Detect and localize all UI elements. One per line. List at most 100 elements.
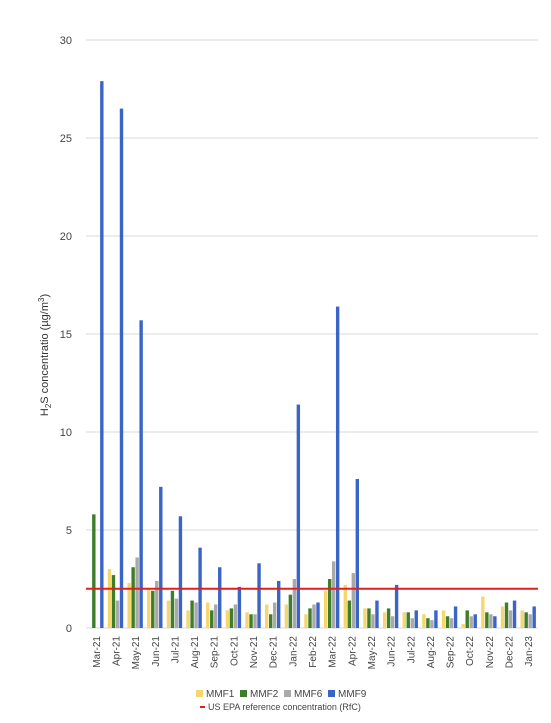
bar-mmf9 — [414, 610, 418, 628]
bar-mmf2 — [485, 612, 489, 628]
bar-mmf9 — [276, 580, 281, 628]
x-tick-label: May-21 — [131, 636, 142, 670]
y-tick-label: 20 — [60, 231, 72, 243]
bar-mmf6 — [469, 616, 473, 628]
x-tick-label: Nov-22 — [485, 636, 496, 669]
bar-mmf2 — [288, 594, 293, 628]
x-tick-label: Aug-22 — [426, 636, 437, 669]
bar-mmf2 — [210, 610, 214, 628]
x-tick-label: Oct-22 — [465, 636, 476, 666]
bar-mmf2 — [504, 602, 509, 628]
bar-mmf1 — [402, 612, 406, 628]
bar-mmf1 — [166, 600, 171, 628]
bar-mmf1 — [107, 569, 112, 628]
bar-mmf2 — [131, 567, 135, 628]
bar-mmf2 — [386, 608, 391, 628]
bar-mmf6 — [253, 614, 257, 628]
bar-mmf1 — [264, 604, 269, 628]
y-axis-label-sup: 3 — [37, 297, 46, 302]
bar-mmf9 — [296, 404, 301, 628]
bar-mmf2 — [524, 612, 528, 628]
x-tick-label: Jun-21 — [151, 636, 162, 667]
bar-mmf9 — [316, 602, 320, 628]
bar-mmf6 — [194, 602, 198, 628]
legend: MMF1 MMF2 MMF6 MMF9 US EPA reference concent… — [196, 689, 367, 712]
x-tick-label: Feb-22 — [308, 636, 319, 668]
bar-mmf6 — [174, 598, 179, 628]
bar-mmf6 — [214, 604, 218, 628]
bar-mmf9 — [139, 320, 143, 628]
bars — [92, 81, 536, 629]
bar-mmf1 — [186, 610, 190, 628]
bar-mmf2 — [406, 612, 410, 628]
x-tick-label: Apr-21 — [111, 636, 122, 666]
bar-mmf2 — [445, 616, 450, 628]
bar-mmf6 — [233, 604, 238, 628]
legend-swatch-mmf2 — [240, 690, 247, 697]
bar-mmf1 — [363, 608, 367, 628]
x-tick-label: Jun-22 — [387, 636, 398, 667]
y-axis-ticks: 0 5 10 15 20 25 30 — [60, 35, 72, 635]
bar-mmf9 — [100, 81, 104, 628]
bar-mmf9 — [119, 108, 124, 629]
bar-mmf1 — [304, 614, 308, 628]
y-tick-label: 15 — [60, 329, 72, 341]
bar-mmf1 — [481, 596, 485, 628]
y-axis-label-mid: S concentratio (µg/m — [39, 302, 51, 404]
bar-mmf6 — [292, 579, 297, 628]
y-axis-label-sub: 2 — [44, 403, 53, 408]
bar-mmf1 — [147, 588, 151, 628]
bar-mmf6 — [135, 557, 139, 628]
bar-mmf1 — [284, 604, 289, 628]
y-tick-label: 10 — [60, 427, 72, 439]
bar-mmf6 — [449, 618, 454, 628]
legend-swatch-mmf9 — [328, 690, 335, 697]
bar-mmf2 — [229, 608, 234, 628]
y-tick-label: 0 — [66, 623, 72, 635]
bar-mmf9 — [375, 600, 379, 628]
legend-swatch-mmf1 — [196, 690, 203, 697]
bar-mmf2 — [367, 608, 371, 628]
bar-mmf6 — [351, 573, 356, 628]
bar-mmf6 — [410, 618, 414, 628]
bar-mmf9 — [453, 606, 458, 628]
bar-mmf6 — [312, 604, 316, 628]
x-tick-label: Dec-21 — [269, 636, 280, 669]
x-tick-label: Jan-23 — [524, 636, 535, 667]
bar-mmf1 — [343, 584, 348, 628]
bar-mmf9 — [493, 616, 497, 628]
bar-mmf6 — [371, 614, 375, 628]
bar-mmf9 — [394, 584, 399, 628]
bar-mmf9 — [473, 614, 477, 628]
bar-mmf2 — [170, 590, 175, 628]
bar-mmf2 — [92, 514, 96, 628]
bar-mmf2 — [111, 575, 116, 628]
bar-mmf6 — [155, 580, 159, 628]
bar-mmf1 — [245, 612, 249, 628]
y-axis-label-pre: H — [39, 408, 51, 416]
bar-mmf2 — [426, 618, 430, 628]
x-tick-label: Jul-21 — [170, 636, 181, 664]
x-tick-label: May-22 — [367, 636, 378, 670]
gridlines — [86, 39, 538, 629]
x-tick-label: Jul-22 — [406, 636, 417, 664]
bar-mmf9 — [257, 563, 261, 628]
bar-mmf9 — [532, 606, 536, 628]
y-axis-label-post: ) — [39, 294, 51, 298]
bar-mmf1 — [323, 590, 328, 628]
bar-mmf2 — [268, 614, 273, 628]
y-axis-label: H2S concentratio (µg/m3) — [37, 294, 53, 416]
bar-mmf2 — [347, 600, 352, 628]
bar-mmf6 — [272, 602, 277, 628]
bar-mmf2 — [308, 608, 312, 628]
bar-mmf9 — [355, 479, 360, 628]
legend-label-reference-line: US EPA reference concentration (RfC) — [208, 702, 361, 712]
y-tick-label: 30 — [60, 35, 72, 47]
bar-mmf2 — [327, 579, 332, 628]
bar-mmf6 — [528, 614, 532, 628]
x-tick-label: Mar-21 — [92, 636, 103, 668]
bar-mmf6 — [331, 561, 336, 628]
bar-mmf6 — [430, 620, 434, 628]
y-tick-label: 25 — [60, 133, 72, 145]
y-tick-label: 5 — [66, 525, 72, 537]
